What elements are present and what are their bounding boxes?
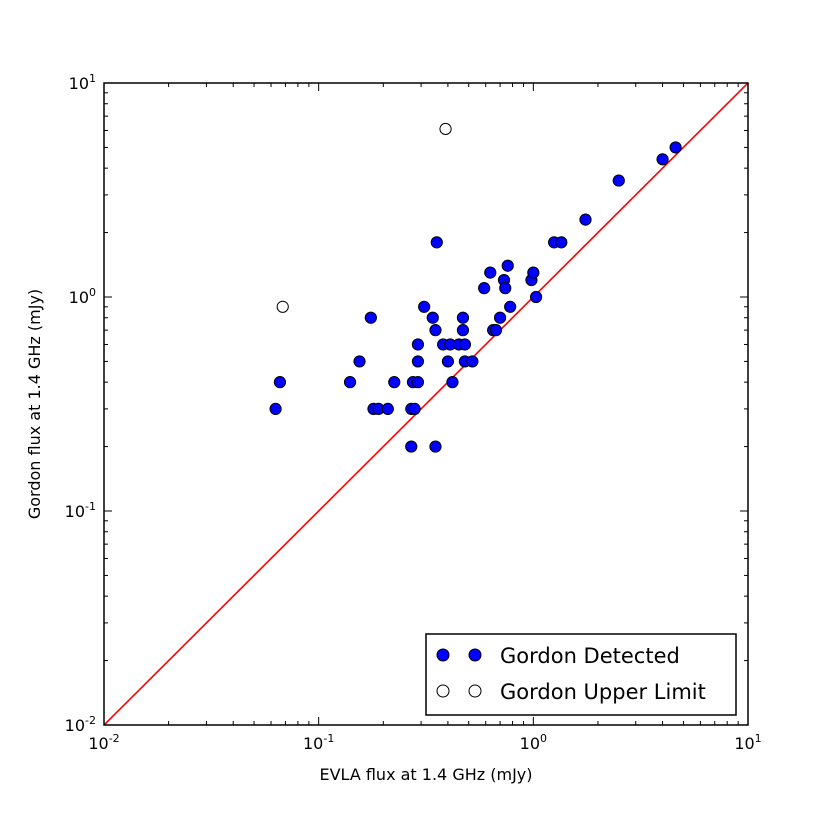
x-tick-label-2: 100 <box>520 732 547 753</box>
y-axis-label: Gordon flux at 1.4 GHz (mJy) <box>25 289 44 519</box>
detected-point-31 <box>478 282 491 295</box>
detected-point-24 <box>446 376 459 389</box>
x-tick-label-0: 10-2 <box>88 732 119 753</box>
plot-area <box>104 83 748 725</box>
detected-point-3 <box>353 355 366 368</box>
detected-point-13 <box>411 376 425 389</box>
detected-point-22 <box>441 355 455 368</box>
detected-point-18 <box>429 324 442 337</box>
detected-point-7 <box>381 402 394 415</box>
detected-point-27 <box>456 324 470 337</box>
detected-point-16 <box>418 300 431 313</box>
detected-point-46 <box>612 174 625 187</box>
detected-point-47 <box>656 153 669 166</box>
y-tick-label-0: 10-2 <box>65 714 96 735</box>
detected-point-12 <box>408 402 421 415</box>
y-tick-label-3: 101 <box>69 72 96 93</box>
detected-point-30 <box>466 355 479 368</box>
legend-detected-marker-1 <box>436 648 450 662</box>
one-to-one-line <box>104 83 748 725</box>
detected-point-35 <box>493 311 507 324</box>
detected-point-0 <box>269 402 282 415</box>
detected-point-37 <box>499 282 512 295</box>
axis-ticks: 10-210-2 10-1 10-1 100 100 101 101 <box>65 72 762 753</box>
detected-point-15 <box>411 338 425 351</box>
detected-point-17 <box>426 311 439 324</box>
detected-point-41 <box>527 266 540 279</box>
detected-point-19 <box>429 440 442 453</box>
detected-point-2 <box>343 376 357 389</box>
upper-limit-point-1 <box>439 122 452 136</box>
legend-detected-label: Gordon Detected <box>500 644 680 668</box>
detected-point-34 <box>489 324 503 337</box>
x-tick-label-3: 101 <box>734 732 761 753</box>
legend-detected-marker-2 <box>468 648 482 662</box>
legend-box <box>425 633 737 716</box>
upper-limit-point-0 <box>276 300 289 313</box>
detected-point-45 <box>579 213 592 226</box>
x-axis-label: EVLA flux at 1.4 GHz (mJy) <box>319 765 532 784</box>
detected-point-28 <box>458 338 472 351</box>
y-tick-label-1: 10-1 <box>65 500 96 521</box>
legend-upper-limit-marker-1 <box>436 684 450 698</box>
detected-point-9 <box>405 440 418 453</box>
detected-point-14 <box>411 355 425 368</box>
detected-point-42 <box>529 290 543 304</box>
detected-point-32 <box>484 266 497 279</box>
plot-frame <box>103 82 749 726</box>
legend: Gordon Detected Gordon Upper Limit <box>425 633 737 716</box>
detected-point-26 <box>456 311 470 324</box>
legend-upper-limit-label: Gordon Upper Limit <box>500 680 706 704</box>
y-tick-label-2: 100 <box>69 286 96 307</box>
x-tick-label-1: 10-1 <box>303 732 334 753</box>
detected-point-4 <box>364 311 377 324</box>
detected-point-44 <box>555 236 568 249</box>
detected-point-8 <box>388 376 401 389</box>
legend-upper-limit-marker-2 <box>468 684 482 698</box>
detected-point-48 <box>669 141 682 154</box>
detected-point-20 <box>430 236 443 249</box>
detected-point-1 <box>273 376 287 389</box>
detected-point-38 <box>501 259 514 272</box>
detected-point-39 <box>504 300 517 313</box>
